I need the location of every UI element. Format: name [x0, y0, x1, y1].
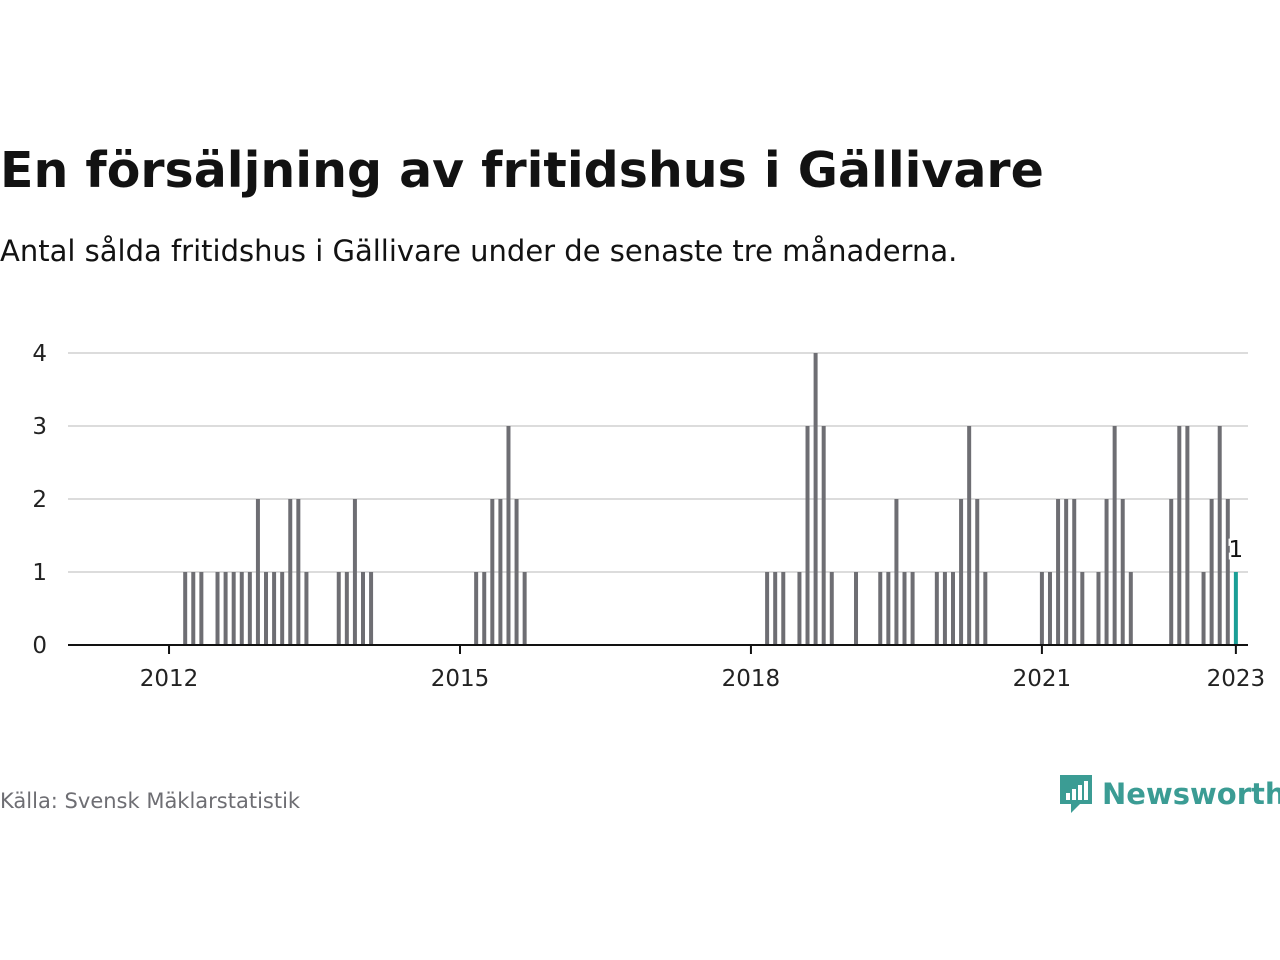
bar: [199, 572, 204, 645]
bar: [498, 499, 503, 645]
bar: [773, 572, 778, 645]
y-tick-label: 4: [32, 341, 47, 367]
bar: [191, 572, 196, 645]
bar: [910, 572, 915, 645]
bar: [288, 499, 293, 645]
bar: [183, 572, 188, 645]
bar: [482, 572, 487, 645]
bar: [942, 572, 947, 645]
bar: [1112, 426, 1117, 645]
bars: [183, 353, 1238, 645]
bar: [304, 572, 309, 645]
bar: [975, 499, 980, 645]
bar: [886, 572, 891, 645]
bar: [1072, 499, 1077, 645]
bar: [902, 572, 907, 645]
bar: [1209, 499, 1214, 645]
bar-highlight: [1233, 572, 1238, 645]
bar: [264, 572, 269, 645]
bar: [296, 499, 301, 645]
bar: [1080, 572, 1085, 645]
bar: [522, 572, 527, 645]
x-tick-label: 2018: [722, 666, 781, 692]
bar: [813, 353, 818, 645]
bar: [255, 499, 260, 645]
bar: [1169, 499, 1174, 645]
bar: [951, 572, 955, 645]
bar-chart: 0 1 2 3 4 2012 2015 2018 2021 2023 1: [32, 341, 1265, 692]
bar: [239, 572, 244, 645]
x-tick-label: 2021: [1013, 666, 1072, 692]
bar: [272, 572, 277, 645]
bar: [1177, 426, 1182, 645]
x-tick-label: 2012: [140, 666, 199, 692]
bar: [1225, 499, 1230, 645]
bar: [506, 426, 511, 645]
x-axis-ticks: 2012 2015 2018 2021 2023: [140, 645, 1265, 692]
bar: [1120, 499, 1125, 645]
bar: [805, 426, 810, 645]
y-tick-label: 2: [32, 487, 47, 513]
gridlines: [68, 352, 1248, 573]
bar: [280, 572, 285, 645]
bar: [247, 572, 252, 645]
bar: [983, 572, 988, 645]
bar: [490, 499, 495, 645]
bar: [829, 572, 834, 645]
bar: [215, 572, 220, 645]
bar: [797, 572, 802, 645]
bar: [352, 499, 357, 645]
bar: [223, 572, 228, 645]
chart-title: En försäljning av fritidshus i Gällivare: [0, 142, 1044, 199]
bar: [474, 572, 479, 645]
newsworthy-logo: Newsworthy: [1058, 772, 1280, 816]
bar: [1096, 572, 1101, 645]
bar: [361, 572, 365, 645]
bar: [765, 572, 770, 645]
brand-name: Newsworthy: [1102, 777, 1280, 811]
bar: [514, 499, 519, 645]
y-axis-ticks: 0 1 2 3 4: [32, 341, 47, 659]
y-tick-label: 3: [32, 414, 47, 440]
bar: [1064, 499, 1069, 645]
bar: [854, 572, 859, 645]
chart-subtitle: Antal sålda fritidshus i Gällivare under…: [0, 234, 958, 268]
bar: [1185, 426, 1190, 645]
bar: [894, 499, 899, 645]
newsworthy-logo-icon: [1060, 775, 1092, 813]
bar: [781, 572, 786, 645]
bar: [967, 426, 972, 645]
x-tick-label: 2015: [431, 666, 490, 692]
bar: [1104, 499, 1109, 645]
bar: [1217, 426, 1222, 645]
bar: [344, 572, 349, 645]
bar: [878, 572, 883, 645]
y-tick-label: 0: [32, 633, 47, 659]
bar: [934, 572, 939, 645]
source-note: Källa: Svensk Mäklarstatistik: [0, 789, 301, 813]
bar: [231, 572, 236, 645]
bar: [1039, 572, 1044, 645]
bar: [1201, 572, 1206, 645]
x-tick-label: 2023: [1207, 666, 1266, 692]
bar: [336, 572, 341, 645]
y-tick-label: 1: [32, 560, 47, 586]
bar: [959, 499, 964, 645]
highlight-value-label: 1: [1229, 537, 1244, 563]
bar: [1128, 572, 1133, 645]
bar: [821, 426, 826, 645]
bar: [1056, 499, 1061, 645]
annotations: 1: [1226, 535, 1246, 566]
bar: [1047, 572, 1052, 645]
bar: [369, 572, 374, 645]
